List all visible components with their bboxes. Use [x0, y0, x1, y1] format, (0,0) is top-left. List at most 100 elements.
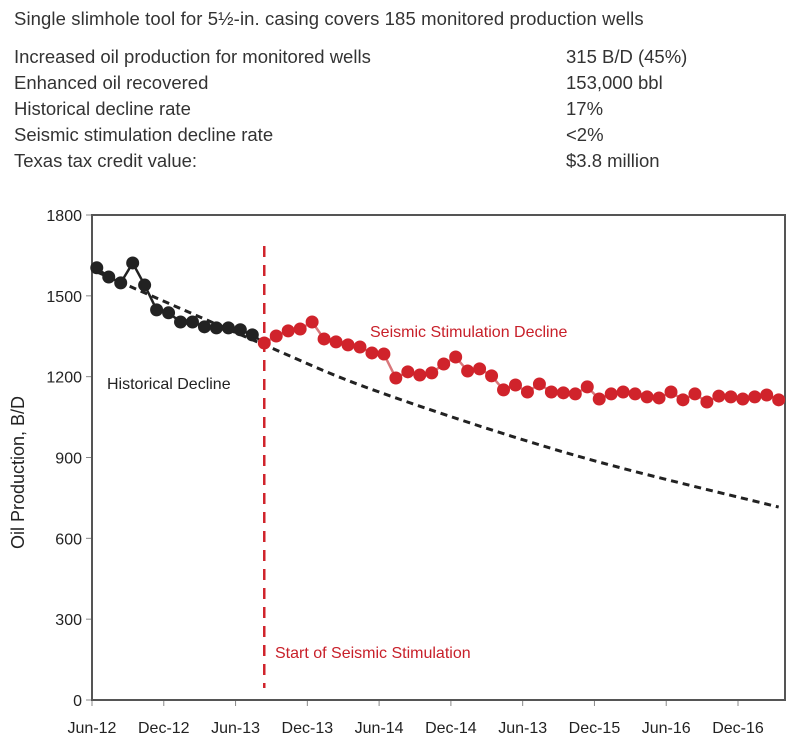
stimulation-point [413, 368, 427, 382]
stimulation-point [341, 338, 355, 352]
stimulation-point [652, 391, 666, 405]
y-tick-label: 1200 [46, 370, 82, 387]
stat-row: Seismic stimulation decline rate <2% [14, 124, 794, 150]
stimulation-point [473, 362, 487, 376]
stimulation-point [520, 385, 534, 399]
stimulation-point [616, 385, 630, 399]
stimulation-point [365, 346, 379, 360]
stat-value: 315 B/D (45%) [566, 46, 688, 67]
stat-row: Historical decline rate 17% [14, 98, 794, 124]
stimulation-point [269, 329, 283, 343]
stat-label: Seismic stimulation decline rate [14, 124, 274, 145]
stimulation-point [329, 335, 343, 349]
stimulation-point [425, 366, 439, 380]
stimulation-point [676, 393, 690, 407]
y-tick-label: 900 [55, 451, 82, 468]
stat-row: Texas tax credit value: $3.8 million [14, 150, 794, 176]
stimulation-point [592, 392, 606, 406]
stimulation-point [353, 340, 367, 354]
stimulation-point [664, 385, 678, 399]
historical-point [102, 270, 116, 284]
stimulation-point [281, 324, 295, 338]
stimulation-series [257, 315, 786, 409]
stimulation-point [532, 377, 546, 391]
historical-point [174, 315, 188, 329]
x-tick-label: Jun-14 [355, 720, 404, 737]
stimulation-point [401, 365, 415, 379]
x-axis-ticks: Jun-12 Dec-12 Jun-13 Dec-13 Jun-14 Dec-14 Jun-… [68, 700, 764, 737]
stimulation-point [257, 336, 271, 350]
headline: Single slimhole tool for 5½-in. casing c… [14, 8, 644, 29]
historical-series [90, 256, 265, 345]
historical-point [209, 321, 223, 335]
y-axis-title: Oil Production, B/D [8, 396, 28, 549]
historical-point [233, 323, 247, 337]
stimulation-point [760, 388, 774, 402]
stimulation-point [688, 387, 702, 401]
stat-row: Enhanced oil recovered 153,000 bbl [14, 72, 794, 98]
historical-point [185, 315, 199, 329]
historical-point [90, 261, 104, 275]
stimulation-point [604, 387, 618, 401]
stat-label: Enhanced oil recovered [14, 72, 209, 93]
stimulation-point [748, 390, 762, 404]
x-tick-label: Jun-12 [68, 720, 117, 737]
stimulation-point [556, 386, 570, 400]
stat-label: Texas tax credit value: [14, 150, 198, 171]
y-tick-label: 300 [55, 612, 82, 629]
historical-point [150, 303, 164, 317]
historical-point [114, 276, 128, 290]
stimulation-point [772, 393, 786, 407]
decline-curve-path [96, 270, 780, 509]
stats-table: Increased oil production for monitored w… [14, 46, 794, 176]
x-tick-label: Dec-15 [569, 720, 621, 737]
stimulation-point [317, 332, 331, 346]
stat-row: Increased oil production for monitored w… [14, 46, 794, 72]
y-axis-ticks: 0 300 600 900 1200 1500 1800 [46, 208, 92, 710]
stat-value: $3.8 million [566, 150, 660, 171]
stimulation-point [724, 390, 738, 404]
x-tick-label: Jun-16 [642, 720, 691, 737]
stimulation-point [712, 389, 726, 403]
y-tick-label: 1800 [46, 208, 82, 225]
stimulation-point [736, 392, 750, 406]
x-tick-label: Jun-13 [211, 720, 260, 737]
historical-point [138, 278, 152, 292]
stimulation-point [508, 378, 522, 392]
stimulation-point [700, 395, 714, 409]
historical-point [197, 320, 211, 334]
historical-point [162, 306, 176, 320]
stimulation-point [377, 347, 391, 361]
x-tick-label: Dec-13 [282, 720, 334, 737]
stimulation-point [497, 383, 511, 397]
historical-point [126, 256, 140, 270]
stimulation-point [449, 350, 463, 364]
stimulation-point [461, 364, 475, 378]
stat-label: Increased oil production for monitored w… [14, 46, 371, 67]
x-tick-label: Dec-16 [712, 720, 764, 737]
stat-label: Historical decline rate [14, 98, 191, 119]
x-tick-label: Dec-12 [138, 720, 190, 737]
stimulation-point [628, 387, 642, 401]
plot-frame [91, 214, 786, 701]
stat-value: <2% [566, 124, 604, 145]
stimulation-point [568, 387, 582, 401]
stat-value: 153,000 bbl [566, 72, 663, 93]
historical-decline-curve [96, 270, 780, 509]
stimulation-point [305, 315, 319, 329]
x-tick-label: Dec-14 [425, 720, 477, 737]
stimulation-point [485, 369, 499, 383]
stimulation-point [437, 357, 451, 371]
stimulation-point [640, 390, 654, 404]
y-tick-label: 1500 [46, 289, 82, 306]
stimulation-point [544, 385, 558, 399]
stimulation-point [580, 380, 594, 394]
annotation-seismic-stimulation-decline: Seismic Stimulation Decline [370, 324, 568, 341]
stimulation-point [293, 322, 307, 336]
historical-point [221, 321, 235, 335]
annotation-start-of-stimulation: Start of Seismic Stimulation [275, 645, 471, 662]
annotation-historical-decline: Historical Decline [107, 376, 231, 393]
y-tick-label: 600 [55, 531, 82, 548]
x-tick-label: Jun-13 [498, 720, 547, 737]
